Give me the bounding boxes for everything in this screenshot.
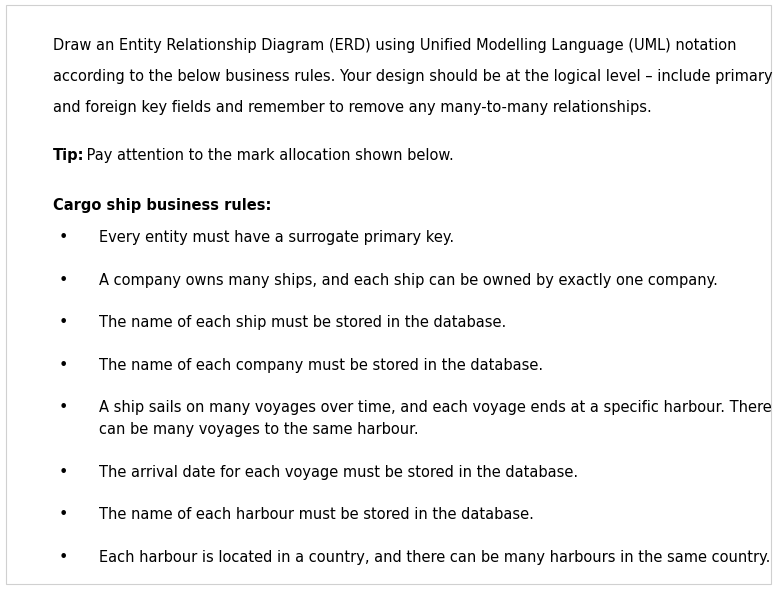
Text: A company owns many ships, and each ship can be owned by exactly one company.: A company owns many ships, and each ship… — [99, 273, 718, 287]
Text: and foreign key fields and remember to remove any many-to-many relationships.: and foreign key fields and remember to r… — [53, 100, 652, 114]
Text: Every entity must have a surrogate primary key.: Every entity must have a surrogate prima… — [99, 230, 455, 245]
Text: •: • — [59, 465, 68, 479]
Text: •: • — [59, 358, 68, 372]
Text: can be many voyages to the same harbour.: can be many voyages to the same harbour. — [99, 422, 419, 437]
Text: Pay attention to the mark allocation shown below.: Pay attention to the mark allocation sho… — [82, 148, 454, 163]
Text: •: • — [59, 507, 68, 522]
Text: •: • — [59, 315, 68, 330]
Text: •: • — [59, 230, 68, 245]
Text: according to the below business rules. Your design should be at the logical leve: according to the below business rules. Y… — [53, 69, 772, 84]
Text: Tip:: Tip: — [53, 148, 85, 163]
Text: •: • — [59, 550, 68, 564]
Text: •: • — [59, 400, 68, 415]
Text: •: • — [59, 273, 68, 287]
Text: Cargo ship business rules:: Cargo ship business rules: — [53, 198, 271, 213]
Text: The name of each company must be stored in the database.: The name of each company must be stored … — [99, 358, 544, 372]
Text: The name of each ship must be stored in the database.: The name of each ship must be stored in … — [99, 315, 507, 330]
Text: The name of each harbour must be stored in the database.: The name of each harbour must be stored … — [99, 507, 535, 522]
Text: A ship sails on many voyages over time, and each voyage ends at a specific harbo: A ship sails on many voyages over time, … — [99, 400, 772, 415]
Text: The arrival date for each voyage must be stored in the database.: The arrival date for each voyage must be… — [99, 465, 579, 479]
Text: Draw an Entity Relationship Diagram (ERD) using Unified Modelling Language (UML): Draw an Entity Relationship Diagram (ERD… — [53, 38, 737, 53]
Text: Each harbour is located in a country, and there can be many harbours in the same: Each harbour is located in a country, an… — [99, 550, 771, 564]
